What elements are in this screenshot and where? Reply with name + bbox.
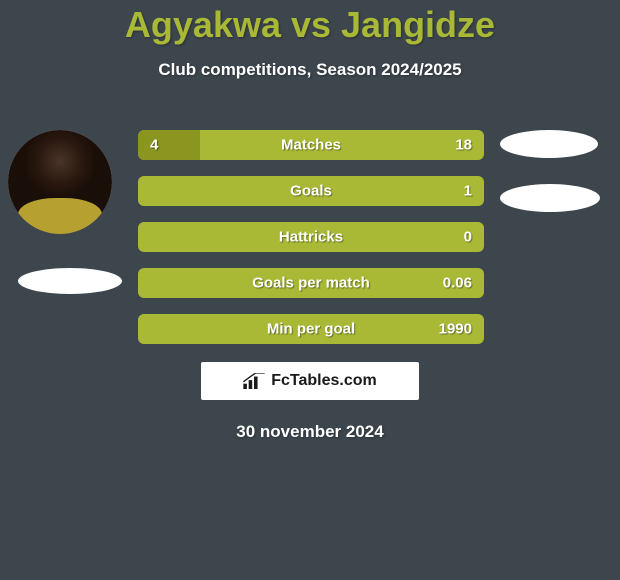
date-text: 30 november 2024 <box>0 422 620 442</box>
comparison-area: 4 Matches 18 Goals 1 Hattricks 0 Goals p… <box>0 110 620 450</box>
chart-icon <box>243 373 265 389</box>
stat-label: Min per goal <box>138 321 484 338</box>
stat-label: Matches <box>138 137 484 154</box>
player-left-avatar <box>8 130 112 234</box>
stat-rows: 4 Matches 18 Goals 1 Hattricks 0 Goals p… <box>138 130 484 360</box>
stat-right-value: 0 <box>464 229 472 246</box>
stat-label: Goals <box>138 183 484 200</box>
stat-row-hattricks: Hattricks 0 <box>138 222 484 252</box>
stat-row-goals: Goals 1 <box>138 176 484 206</box>
stat-label: Goals per match <box>138 275 484 292</box>
source-badge[interactable]: FcTables.com <box>201 362 419 400</box>
stat-row-min-per-goal: Min per goal 1990 <box>138 314 484 344</box>
stat-right-value: 1990 <box>439 321 472 338</box>
stat-row-goals-per-match: Goals per match 0.06 <box>138 268 484 298</box>
stat-right-value: 1 <box>464 183 472 200</box>
avatar-image <box>8 130 112 234</box>
stat-right-value: 18 <box>455 137 472 154</box>
player-right-name-oval <box>500 184 600 212</box>
subtitle: Club competitions, Season 2024/2025 <box>0 60 620 80</box>
page-title: Agyakwa vs Jangidze <box>0 4 620 46</box>
badge-text: FcTables.com <box>271 372 377 390</box>
player-left-name-oval <box>18 268 122 294</box>
stat-label: Hattricks <box>138 229 484 246</box>
player-right-avatar-oval <box>500 130 598 158</box>
stat-right-value: 0.06 <box>443 275 472 292</box>
stat-row-matches: 4 Matches 18 <box>138 130 484 160</box>
